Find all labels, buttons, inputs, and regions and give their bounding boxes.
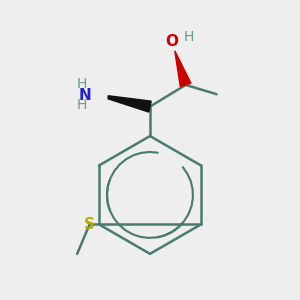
Text: H: H	[76, 98, 87, 112]
Text: H: H	[184, 30, 194, 44]
Text: S: S	[84, 217, 95, 232]
Text: H: H	[76, 77, 87, 91]
Text: N: N	[78, 88, 91, 103]
Polygon shape	[108, 96, 151, 112]
Text: O: O	[165, 34, 178, 49]
Polygon shape	[175, 51, 191, 87]
